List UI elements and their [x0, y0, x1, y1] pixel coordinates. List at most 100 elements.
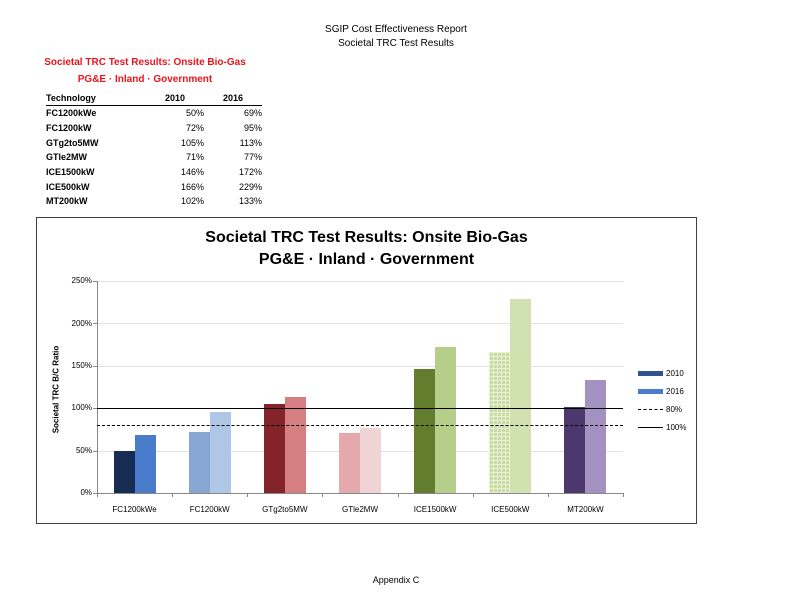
y-tick-label: 0% — [80, 488, 92, 497]
tech-cell: GTg2to5MW — [46, 137, 99, 148]
reference-line-80 — [97, 425, 623, 426]
legend-item-2016: 2016 — [638, 382, 686, 400]
y-tick-label: 200% — [71, 319, 92, 328]
legend-item-100: 100% — [638, 418, 686, 436]
bar-ICE500kW-2010 — [489, 352, 511, 493]
tech-cell: ICE500kW — [46, 181, 90, 192]
legend-label: 2016 — [666, 386, 684, 396]
y-tick-mark — [93, 323, 97, 324]
value-2016: 133% — [238, 196, 262, 207]
x-tick-mark — [97, 493, 98, 497]
legend-label: 80% — [666, 404, 683, 414]
chart-legend: 2010 2016 80% 100% — [638, 364, 686, 436]
y-axis-label: Societal TRC B/C Ratio — [51, 345, 61, 434]
x-tick-mark — [397, 493, 399, 497]
table-row: GTg2to5MW 105% 113% — [46, 135, 262, 150]
x-tick-mark — [547, 493, 549, 497]
x-tick-mark — [247, 493, 249, 497]
col-2010: 2010 — [146, 92, 204, 106]
bar-FC1200kW-2010 — [188, 431, 210, 493]
y-tick-mark — [93, 408, 97, 409]
y-tick-label: 250% — [71, 276, 92, 285]
tech-cell: ICE1500kW — [46, 167, 95, 178]
summary-title: Societal TRC Test Results: Onsite Bio-Ga… — [44, 57, 246, 68]
page-footer: Appendix C — [372, 575, 420, 585]
bar-MT200kW-2016 — [585, 380, 607, 493]
tech-cell: FC1200kWe — [46, 108, 97, 119]
value-2010: 72% — [185, 123, 204, 134]
tech-cell: MT200kW — [46, 196, 88, 207]
col-2016: 2016 — [204, 92, 262, 106]
summary-header-row: Technology 2010 2016 — [46, 92, 262, 106]
table-row: GTle2MW 71% 77% — [46, 150, 262, 165]
bar-FC1200kW-2016 — [209, 412, 231, 493]
gridline — [97, 366, 623, 367]
x-tick-label: GTg2to5MW — [262, 505, 308, 514]
bar-MT200kW-2010 — [564, 406, 586, 493]
gridline — [97, 323, 623, 324]
plot-area — [93, 281, 624, 497]
table-row: FC1200kWe 50% 69% — [46, 106, 262, 121]
reference-line-100 — [97, 408, 623, 409]
legend-swatch-2010 — [638, 370, 663, 376]
x-tick-label: ICE500kW — [491, 505, 530, 514]
x-axis — [97, 493, 623, 494]
legend-dashed-line — [638, 408, 663, 410]
value-2010: 102% — [180, 196, 204, 207]
x-tick-label: FC1200kWe — [112, 505, 157, 514]
value-2016: 113% — [239, 137, 262, 148]
x-tick-label: FC1200kW — [189, 505, 230, 514]
tech-cell: FC1200kW — [46, 123, 92, 134]
bar-GTle2MW-2010 — [339, 432, 360, 493]
bar-ICE1500kW-2010 — [414, 369, 436, 493]
table-row: MT200kW 102% 133% — [46, 194, 262, 209]
chart-subtitle: PG&E · Inland · Government — [258, 251, 475, 268]
summary-table: Technology 2010 2016 FC1200kWe 50% 69% FC1… — [46, 92, 262, 209]
bar-GTg2to5MW-2010 — [263, 403, 285, 493]
legend-label: 2010 — [666, 368, 684, 378]
col-technology: Technology — [46, 92, 146, 106]
x-tick-label: MT200kW — [567, 505, 604, 514]
bar-FC1200kWe-2010 — [113, 450, 135, 493]
table-row: ICE500kW 166% 229% — [46, 179, 262, 194]
legend-item-2010: 2010 — [638, 364, 686, 382]
x-tick-mark — [472, 493, 474, 497]
value-2016: 172% — [238, 167, 262, 178]
gridline — [97, 281, 623, 282]
value-2010: 71% — [185, 152, 204, 163]
value-2016: 229% — [238, 181, 262, 192]
x-tick-label: ICE1500kW — [413, 505, 457, 514]
legend-label: 100% — [666, 422, 687, 432]
y-axis — [97, 281, 98, 493]
value-2010: 166% — [180, 181, 204, 192]
bar-ICE1500kW-2016 — [435, 347, 457, 493]
summary-subtitle: PG&E · Inland · Government — [77, 74, 213, 85]
legend-swatch-2016 — [638, 388, 663, 394]
x-tick-mark — [322, 493, 324, 497]
y-tick-label: 50% — [75, 446, 92, 455]
table-row: FC1200kW 72% 95% — [46, 121, 262, 136]
bar-GTg2to5MW-2016 — [284, 397, 306, 493]
value-2010: 50% — [185, 108, 204, 119]
chart-title: Societal TRC Test Results: Onsite Bio-Ga… — [205, 229, 528, 246]
bar-FC1200kWe-2016 — [134, 434, 156, 493]
y-tick-mark — [93, 366, 97, 367]
bar-GTle2MW-2016 — [360, 427, 381, 493]
value-2016: 69% — [243, 108, 262, 119]
value-2010: 146% — [180, 167, 204, 178]
y-tick-label: 100% — [71, 403, 92, 412]
x-tick-mark — [172, 493, 174, 497]
report-subtitle: Societal TRC Test Results — [338, 38, 454, 49]
value-2016: 95% — [243, 123, 262, 134]
report-title: SGIP Cost Effectiveness Report — [325, 24, 467, 35]
table-row: ICE1500kW 146% 172% — [46, 165, 262, 180]
y-tick-mark — [93, 281, 97, 282]
y-tick-mark — [93, 493, 97, 494]
value-2010: 105% — [180, 137, 204, 148]
bar-ICE500kW-2016 — [510, 298, 532, 493]
value-2016: 77% — [243, 152, 262, 163]
x-tick-mark — [623, 493, 624, 497]
legend-item-80: 80% — [638, 400, 686, 418]
y-tick-mark — [93, 451, 97, 452]
y-tick-label: 150% — [71, 361, 92, 370]
